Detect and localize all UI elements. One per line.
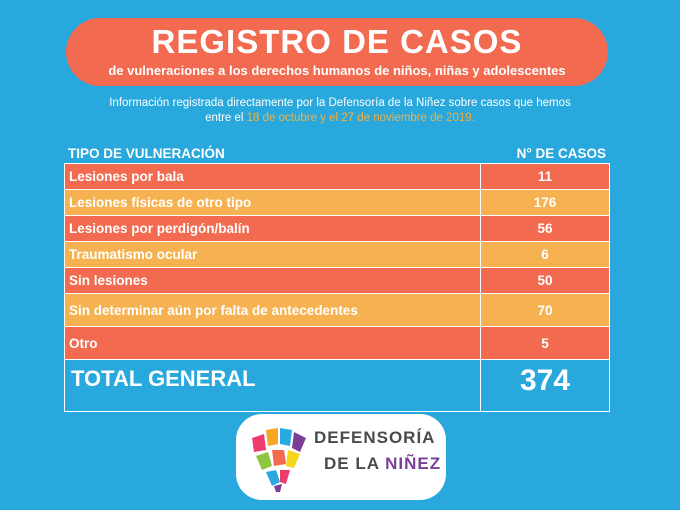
info-line-2-prefix: entre el: [205, 112, 247, 124]
table-header: TIPO DE VULNERACIÓN N° DE CASOS: [64, 143, 610, 163]
row-count: 5: [480, 326, 610, 360]
page-subtitle: de vulneraciones a los derechos humanos …: [108, 63, 566, 78]
logo-text-line-1: DEFENSORÍA: [314, 428, 436, 447]
column-header-type: TIPO DE VULNERACIÓN: [68, 146, 225, 161]
info-date-range: 18 de octubre y el 27 de noviembre de 20…: [246, 112, 475, 124]
row-type: Sin determinar aún por falta de antecede…: [64, 293, 481, 327]
row-count: 56: [480, 215, 610, 242]
row-count: 6: [480, 241, 610, 268]
defensoria-emblem-icon: [252, 428, 306, 492]
total-value: 374: [480, 359, 610, 412]
info-line-2: entre el 18 de octubre y el 27 de noviem…: [60, 111, 620, 126]
info-line-1: Información registrada directamente por …: [109, 97, 571, 109]
total-row: TOTAL GENERAL 374: [64, 359, 610, 412]
logo-text-highlight: NIÑEZ: [385, 454, 442, 473]
row-count: 70: [480, 293, 610, 327]
table-row: Sin determinar aún por falta de antecede…: [64, 293, 610, 327]
table-row: Lesiones por bala 11: [64, 163, 610, 190]
row-type: Otro: [64, 326, 481, 360]
row-count: 176: [480, 189, 610, 216]
column-header-count: N° DE CASOS: [516, 146, 606, 161]
defensoria-logo: DEFENSORÍA DE LA NIÑEZ: [236, 414, 446, 500]
row-count: 50: [480, 267, 610, 294]
row-count: 11: [480, 163, 610, 190]
page-title: REGISTRO DE CASOS: [151, 23, 523, 60]
table-row: Lesiones por perdigón/balín 56: [64, 215, 610, 242]
logo-text-prefix: DE LA: [324, 454, 386, 473]
table-row: Otro 5: [64, 326, 610, 360]
table-row: Sin lesiones 50: [64, 267, 610, 294]
cases-table: Lesiones por bala 11 Lesiones físicas de…: [64, 163, 610, 412]
row-type: Lesiones por perdigón/balín: [64, 215, 481, 242]
info-text: Información registrada directamente por …: [60, 96, 620, 126]
table-row: Lesiones físicas de otro tipo 176: [64, 189, 610, 216]
table-row: Traumatismo ocular 6: [64, 241, 610, 268]
total-label: TOTAL GENERAL: [64, 359, 481, 412]
row-type: Traumatismo ocular: [64, 241, 481, 268]
title-banner: REGISTRO DE CASOS de vulneraciones a los…: [66, 18, 608, 86]
row-type: Sin lesiones: [64, 267, 481, 294]
logo-text-line-2: DE LA NIÑEZ: [324, 454, 441, 474]
row-type: Lesiones por bala: [64, 163, 481, 190]
row-type: Lesiones físicas de otro tipo: [64, 189, 481, 216]
